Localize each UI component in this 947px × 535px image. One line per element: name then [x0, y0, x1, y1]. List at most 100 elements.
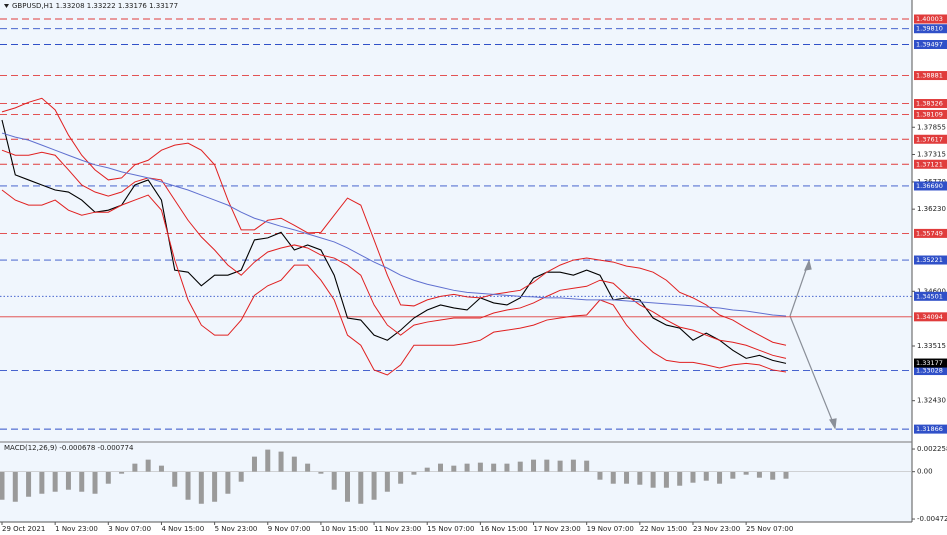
- level-label: 1.37617: [916, 135, 943, 143]
- macd-bar: [358, 471, 364, 504]
- current-price-box: [914, 358, 947, 368]
- y-tick-label: 1.33515: [917, 342, 946, 350]
- macd-bar: [743, 471, 749, 475]
- macd-bar: [0, 471, 5, 500]
- level-label-box: [914, 366, 947, 376]
- x-tick-label: 19 Nov 07:00: [587, 525, 634, 533]
- macd-bar: [717, 471, 723, 484]
- level-label-box: [914, 228, 947, 238]
- level-label-box: [914, 134, 947, 144]
- level-label-box: [914, 312, 947, 322]
- level-label: 1.34094: [916, 313, 943, 321]
- macd-bar: [663, 471, 669, 488]
- menu-triangle: [4, 4, 9, 8]
- macd-bar: [557, 460, 563, 472]
- macd-bar: [477, 462, 483, 472]
- x-tick-label: 23 Nov 23:00: [693, 525, 740, 533]
- macd-bar: [756, 471, 762, 478]
- macd-bar: [531, 459, 537, 472]
- macd-bar: [464, 463, 470, 472]
- macd-bar: [570, 459, 576, 472]
- macd-bar: [39, 471, 45, 494]
- macd-bar: [517, 461, 523, 472]
- macd-bar: [783, 471, 789, 479]
- level-label: 1.38881: [916, 72, 943, 80]
- macd-bar: [65, 471, 71, 490]
- macd-bar: [265, 449, 271, 472]
- macd-title: MACD(12,26,9) -0.000678 -0.000774: [4, 444, 134, 452]
- macd-bar: [198, 471, 204, 504]
- current-price-label: 1.33177: [916, 359, 943, 367]
- x-tick-label: 16 Nov 15:00: [480, 525, 527, 533]
- macd-bar: [597, 471, 603, 480]
- macd-bar: [584, 460, 590, 472]
- macd-bar: [624, 471, 630, 484]
- arrow-down: [789, 315, 835, 426]
- level-label: 1.40003: [916, 15, 943, 23]
- level-label-box: [914, 424, 947, 434]
- x-tick-label: 22 Nov 15:00: [640, 525, 687, 533]
- level-label: 1.38326: [916, 100, 943, 108]
- macd-bar: [610, 471, 616, 484]
- level-label-box: [914, 71, 947, 81]
- x-tick-label: 5 Nov 23:00: [215, 525, 258, 533]
- level-label: 1.33028: [916, 367, 943, 375]
- macd-bar: [491, 463, 497, 472]
- y-tick-label: 1.37315: [917, 150, 946, 158]
- y-tick-label: 1.34600: [917, 287, 946, 295]
- y-tick-label: 1.32430: [917, 397, 946, 405]
- macd-bar: [92, 471, 98, 494]
- x-tick-label: 4 Nov 15:00: [161, 525, 204, 533]
- macd-bar: [690, 471, 696, 483]
- macd-bar: [278, 451, 284, 472]
- x-tick-label: 10 Nov 15:00: [321, 525, 368, 533]
- y-tick-label: -0.004723: [917, 515, 947, 523]
- macd-bar: [384, 471, 390, 492]
- indicator-line: [1, 97, 787, 346]
- x-tick-label: 1 Nov 23:00: [55, 525, 98, 533]
- level-label-box: [914, 40, 947, 50]
- macd-bar: [451, 465, 457, 472]
- macd-bar: [398, 471, 404, 484]
- macd-bar: [411, 471, 417, 475]
- macd-bar: [424, 467, 430, 472]
- level-label-box: [914, 14, 947, 24]
- level-label: 1.35749: [916, 229, 943, 237]
- x-tick-label: 3 Nov 07:00: [108, 525, 151, 533]
- macd-bar: [344, 471, 350, 502]
- y-tick-label: 0.002258: [917, 445, 947, 453]
- arrow-head: [829, 418, 837, 430]
- y-tick-label: 1.36230: [917, 205, 946, 213]
- macd-bar: [650, 471, 656, 488]
- level-label: 1.35221: [916, 256, 943, 264]
- macd-bar: [251, 456, 257, 472]
- macd-bar: [132, 463, 138, 472]
- macd-bar: [637, 471, 643, 485]
- macd-bar: [438, 463, 444, 472]
- macd-bar: [105, 471, 111, 484]
- level-label: 1.38109: [916, 110, 943, 118]
- macd-bar: [185, 471, 191, 500]
- plot-background: [0, 0, 912, 522]
- macd-bar: [677, 471, 683, 486]
- level-label: 1.36690: [916, 182, 943, 190]
- x-tick-label: 29 Oct 2021: [2, 525, 45, 533]
- y-tick-label: 0.00: [917, 468, 933, 476]
- macd-bar: [238, 471, 244, 482]
- macd-bar: [119, 471, 125, 474]
- x-tick-label: 17 Nov 23:00: [534, 525, 581, 533]
- level-label-box: [914, 159, 947, 169]
- level-label-box: [914, 109, 947, 119]
- macd-bar: [371, 471, 377, 500]
- indicator-line: [1, 149, 787, 359]
- macd-bar: [544, 459, 550, 472]
- macd-bar: [291, 456, 297, 472]
- indicator-line: [1, 132, 787, 317]
- macd-bar: [305, 463, 311, 472]
- macd-bar: [504, 463, 510, 472]
- y-tick-label: 1.37855: [917, 123, 946, 131]
- x-tick-label: 9 Nov 07:00: [268, 525, 311, 533]
- macd-bar: [225, 471, 231, 494]
